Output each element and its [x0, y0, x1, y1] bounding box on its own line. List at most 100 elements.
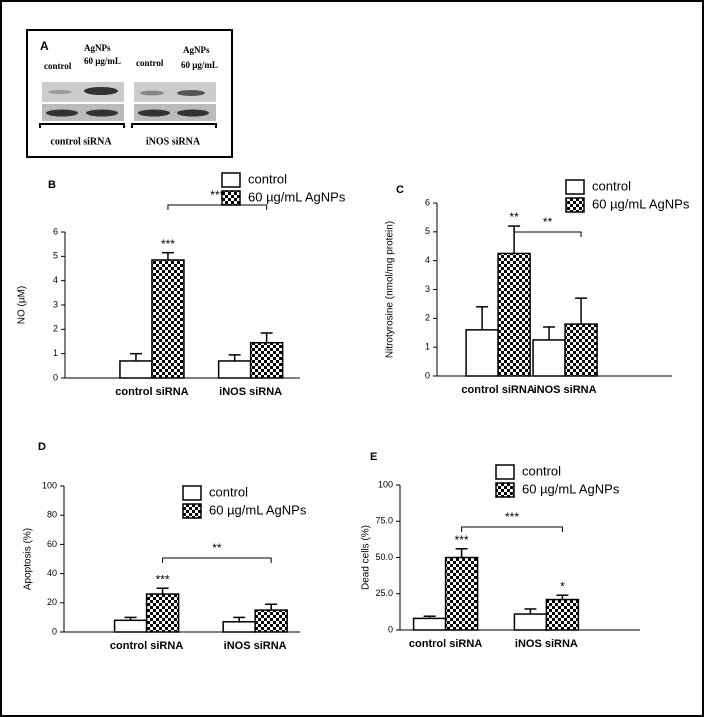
- y-tick-label: 6: [425, 197, 430, 207]
- legend-swatch: [221, 190, 241, 206]
- bar: [249, 341, 284, 379]
- bar: [465, 329, 499, 377]
- blot-strip: [134, 82, 216, 102]
- comparison-bracket: [461, 526, 563, 532]
- y-tick-label: 2: [425, 313, 430, 323]
- x-tick-label: control siRNA: [409, 638, 482, 650]
- panel-label: B: [48, 179, 56, 191]
- bar: [444, 556, 479, 631]
- panel-label: E: [370, 451, 377, 463]
- group-bracket: [39, 123, 217, 128]
- blot-border: [26, 29, 233, 158]
- bar: [151, 259, 185, 379]
- y-axis-label: Nitrotyrosine (nmol/mg protein): [385, 221, 396, 358]
- y-tick-label: 100: [42, 480, 57, 490]
- y-axis-label: NO (µM): [17, 286, 28, 325]
- legend-swatch: [495, 464, 515, 480]
- blot-strip: [42, 104, 124, 121]
- legend-swatch: [495, 482, 515, 498]
- band: [84, 87, 118, 95]
- y-tick-label: 2: [53, 324, 58, 334]
- y-tick-label: 0: [53, 372, 58, 382]
- lane-label: 60 µg/mL: [181, 60, 218, 70]
- y-tick-label: 50.0: [375, 552, 393, 562]
- legend-swatch: [182, 503, 202, 519]
- lane-label: AgNPs: [183, 45, 210, 55]
- y-tick-label: 25.0: [375, 588, 393, 598]
- x-tick-label: control siRNA: [115, 386, 188, 398]
- y-tick-label: 40: [47, 568, 57, 578]
- y-tick-label: 1: [53, 348, 58, 358]
- group-label: iNOS siRNA: [146, 136, 201, 147]
- y-tick-label: 4: [53, 275, 58, 285]
- bar: [119, 360, 153, 379]
- y-tick-label: 5: [53, 251, 58, 261]
- lane-label: AgNPs: [84, 43, 111, 53]
- significance-label: ***: [455, 533, 469, 547]
- y-tick-label: 80: [47, 510, 57, 520]
- y-tick-label: 0: [425, 370, 430, 380]
- y-tick-label: 3: [425, 284, 430, 294]
- y-tick-label: 0: [388, 624, 393, 634]
- band: [86, 109, 118, 117]
- bar: [217, 360, 252, 379]
- y-tick-label: 1: [425, 342, 430, 352]
- legend-label: control: [522, 463, 561, 478]
- y-tick-label: 60: [47, 539, 57, 549]
- legend-label: 60 µg/mL AgNPs: [592, 196, 690, 211]
- x-tick-label: iNOS siRNA: [534, 384, 597, 396]
- lane-label: control: [136, 58, 164, 68]
- legend-label: control: [248, 171, 287, 186]
- legend-swatch: [565, 179, 585, 195]
- bar: [545, 598, 580, 631]
- y-axis-label: Apoptosis (%): [23, 528, 34, 590]
- band: [46, 109, 78, 117]
- legend-swatch: [565, 197, 585, 213]
- legend-label: control: [592, 178, 631, 193]
- blot-strip: [134, 104, 216, 121]
- y-tick-label: 6: [53, 226, 58, 236]
- legend-label: control: [209, 484, 248, 499]
- bar: [145, 593, 180, 633]
- bar: [532, 339, 566, 377]
- significance-label: ***: [161, 237, 175, 251]
- legend-swatch: [182, 485, 202, 501]
- x-tick-label: iNOS siRNA: [219, 386, 282, 398]
- y-tick-label: 75.0: [375, 516, 393, 526]
- comparison-label: ***: [505, 510, 519, 524]
- panel-label: D: [38, 441, 46, 453]
- x-tick-label: control siRNA: [110, 640, 183, 652]
- blot-strip: [42, 82, 124, 102]
- legend-swatch: [221, 172, 241, 188]
- y-tick-label: 0: [52, 626, 57, 636]
- bar: [113, 619, 148, 633]
- significance-label: *: [560, 579, 565, 593]
- significance-label: ***: [156, 572, 170, 586]
- group-label: control siRNA: [50, 136, 112, 147]
- y-tick-label: 20: [47, 597, 57, 607]
- band: [138, 109, 170, 117]
- legend-label: 60 µg/mL AgNPs: [209, 502, 307, 517]
- bar: [412, 617, 447, 631]
- x-tick-label: control siRNA: [461, 384, 534, 396]
- comparison-bracket: [167, 204, 268, 210]
- y-axis-label: Dead cells (%): [361, 525, 372, 590]
- bar: [254, 609, 288, 633]
- band: [177, 109, 209, 117]
- bar: [497, 252, 531, 377]
- comparison-label: **: [543, 215, 553, 229]
- band: [177, 90, 205, 96]
- y-tick-label: 3: [53, 299, 58, 309]
- comparison-label: **: [212, 541, 222, 555]
- bar: [564, 323, 598, 377]
- bar: [513, 613, 548, 631]
- lane-label: control: [44, 61, 72, 71]
- y-tick-label: 4: [425, 255, 430, 265]
- bar: [222, 621, 256, 633]
- x-tick-label: iNOS siRNA: [224, 640, 287, 652]
- lane-label: 60 µg/mL: [84, 56, 121, 66]
- panel-label: A: [40, 39, 49, 53]
- y-tick-label: 100: [378, 479, 393, 489]
- comparison-label: ***: [210, 188, 224, 202]
